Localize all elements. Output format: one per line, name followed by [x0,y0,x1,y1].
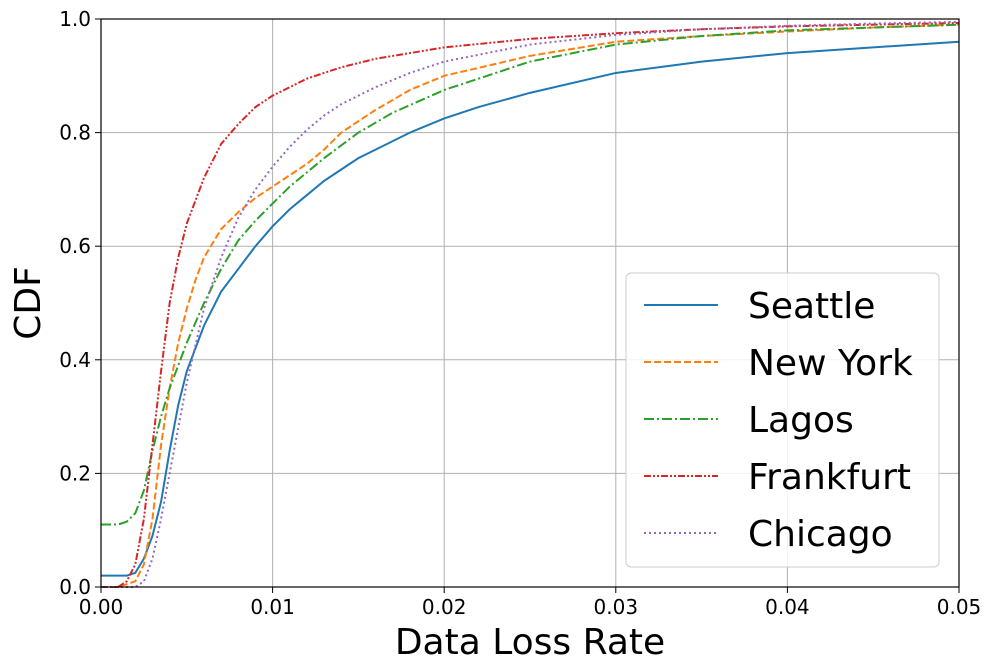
series-line-lagos [101,23,960,526]
y-axis-label: CDF [8,266,49,340]
x-tick-label: 0.05 [937,595,982,619]
y-tick-label: 1.0 [59,7,91,31]
legend-label: Frankfurt [748,457,911,498]
legend-label: Lagos [748,400,854,441]
legend-label: Chicago [748,514,893,555]
legend-label: Seattle [748,286,875,327]
x-tick-label: 0.01 [250,595,295,619]
legend: Seattle New York Lagos Frankfurt Chicago [625,272,940,568]
y-tick-label: 0.2 [59,461,91,485]
x-axis-label: Data Loss Rate [395,622,665,663]
series-line-frankfurt [101,21,960,588]
series-line-seattle [101,40,960,577]
y-tick-label: 0.8 [59,121,91,145]
axis-ticks: 0.00 0.01 0.02 0.03 0.04 0.05 0.0 0.2 0.4 0.6 0.8 1… [59,7,981,619]
y-tick-label: 0.0 [59,575,91,599]
plot-frame [100,18,960,588]
x-tick-label: 0.04 [765,595,810,619]
y-tick-label: 0.4 [59,348,91,372]
y-tick-label: 0.6 [59,234,91,258]
series-line-new-york [101,23,960,588]
series-lines [101,20,960,588]
legend-box [625,272,940,568]
x-tick-label: 0.00 [79,595,124,619]
legend-label: New York [748,343,913,384]
x-tick-label: 0.03 [594,595,639,619]
x-tick-label: 0.02 [422,595,467,619]
